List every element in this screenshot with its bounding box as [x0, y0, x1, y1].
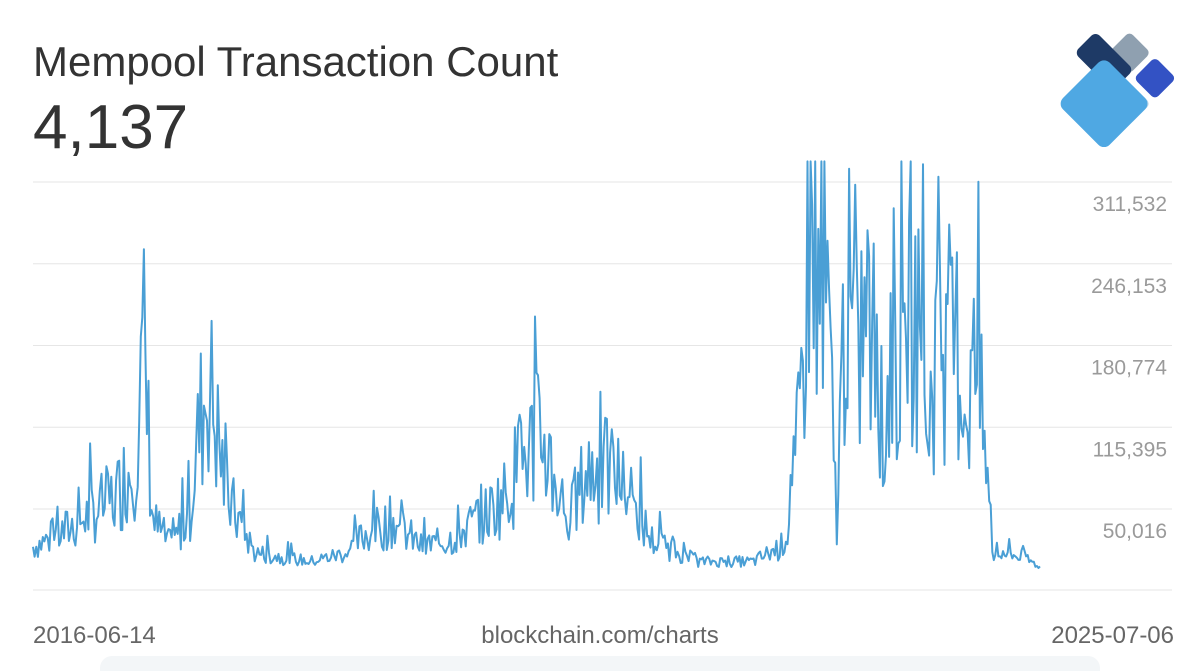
chart-title: Mempool Transaction Count: [33, 38, 559, 85]
source-label: blockchain.com/charts: [481, 622, 719, 649]
y-tick-label: 180,774: [1091, 357, 1167, 380]
blockchain-diamond-icon: [1060, 33, 1175, 148]
y-tick-label: 50,016: [1103, 520, 1167, 543]
start-date-label: 2016-06-14: [33, 622, 156, 649]
y-tick-label: 311,532: [1093, 193, 1167, 216]
y-tick-label: 246,153: [1091, 275, 1167, 298]
logo-tile-blue: [1135, 59, 1175, 98]
y-axis-ticks: 50,016 115,395 180,774 246,153 311,532: [1091, 193, 1167, 543]
logo-tile-main: [1060, 60, 1148, 148]
grid-lines: [33, 181, 1172, 591]
end-date-label: 2025-07-06: [1051, 622, 1174, 649]
current-value: 4,137: [33, 93, 189, 162]
y-tick-label: 115,395: [1093, 438, 1167, 461]
series-line: [32, 160, 1041, 569]
bottom-panel-edge: [100, 656, 1100, 671]
